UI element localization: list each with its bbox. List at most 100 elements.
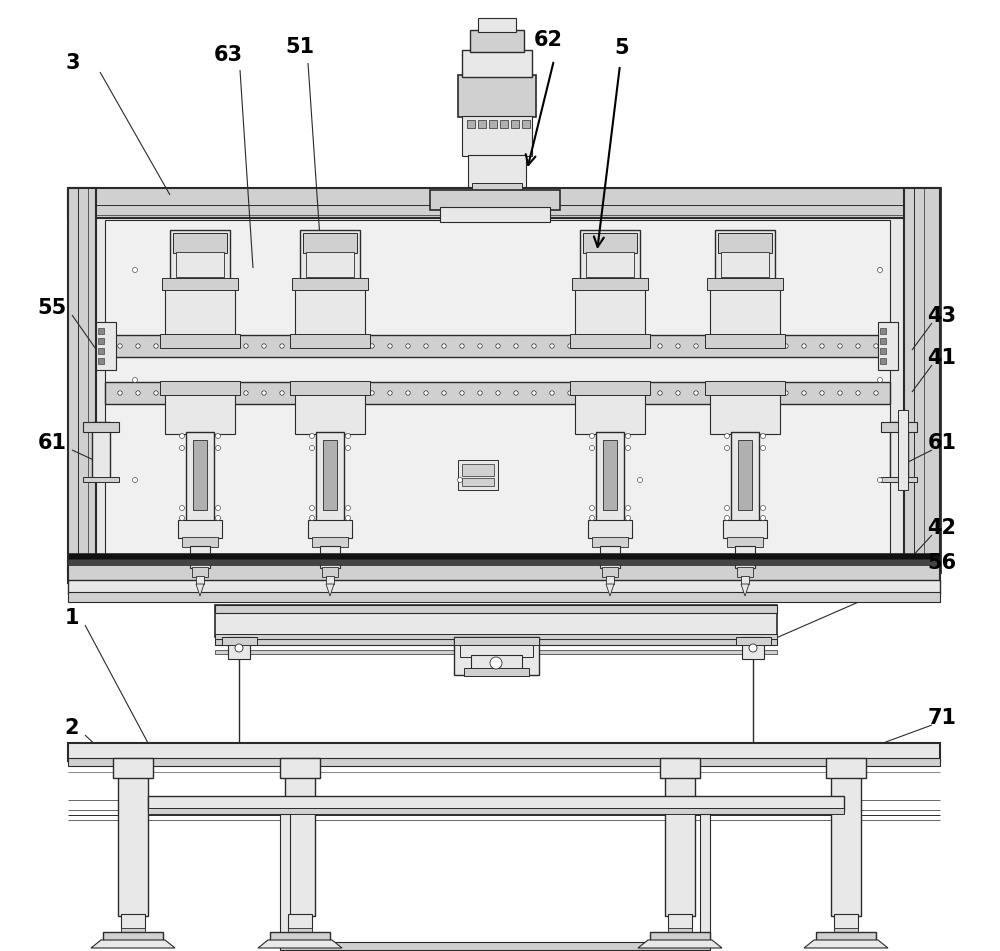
Bar xyxy=(176,252,224,277)
Circle shape xyxy=(766,391,770,396)
Bar xyxy=(596,432,624,522)
Bar xyxy=(222,637,257,645)
Circle shape xyxy=(638,477,642,482)
Polygon shape xyxy=(638,940,722,948)
Bar xyxy=(468,155,526,187)
Circle shape xyxy=(310,515,314,520)
Bar xyxy=(98,358,104,364)
Bar xyxy=(280,942,710,950)
Bar xyxy=(904,188,940,572)
Circle shape xyxy=(626,434,631,438)
Text: 2: 2 xyxy=(65,718,79,738)
Bar xyxy=(575,394,645,434)
Bar xyxy=(165,288,235,336)
Bar xyxy=(312,537,348,547)
Circle shape xyxy=(154,344,158,348)
Circle shape xyxy=(136,344,140,348)
Bar xyxy=(98,328,104,334)
Circle shape xyxy=(761,506,766,511)
Circle shape xyxy=(118,344,122,348)
Bar xyxy=(705,334,785,348)
Bar xyxy=(880,328,886,334)
Circle shape xyxy=(310,434,314,438)
Circle shape xyxy=(216,506,220,511)
Circle shape xyxy=(820,344,824,348)
Circle shape xyxy=(496,344,500,348)
Text: 62: 62 xyxy=(534,30,562,50)
Circle shape xyxy=(490,657,502,669)
Bar xyxy=(160,381,240,395)
Polygon shape xyxy=(91,940,175,948)
Circle shape xyxy=(761,445,766,451)
Circle shape xyxy=(712,391,716,396)
Bar xyxy=(718,233,772,253)
Bar xyxy=(98,338,104,344)
Circle shape xyxy=(590,506,594,511)
Circle shape xyxy=(676,391,680,396)
Bar xyxy=(650,932,710,942)
Circle shape xyxy=(458,477,462,482)
Circle shape xyxy=(424,344,428,348)
Circle shape xyxy=(712,344,716,348)
Circle shape xyxy=(280,344,284,348)
Bar xyxy=(478,120,486,128)
Bar xyxy=(731,432,759,522)
Bar xyxy=(602,567,618,577)
Bar xyxy=(489,120,497,128)
Bar xyxy=(462,116,532,156)
Circle shape xyxy=(172,344,176,348)
Circle shape xyxy=(370,391,374,396)
Bar xyxy=(292,278,368,290)
Bar xyxy=(700,814,710,944)
Circle shape xyxy=(874,344,878,348)
Circle shape xyxy=(802,344,806,348)
Bar xyxy=(707,278,783,290)
Circle shape xyxy=(316,391,320,396)
Circle shape xyxy=(724,434,730,438)
Bar xyxy=(196,576,204,584)
Circle shape xyxy=(235,644,243,652)
Text: 42: 42 xyxy=(928,518,956,538)
Circle shape xyxy=(766,344,770,348)
Circle shape xyxy=(226,344,230,348)
Circle shape xyxy=(172,391,176,396)
Circle shape xyxy=(878,378,883,382)
Bar xyxy=(741,576,749,584)
Bar xyxy=(68,188,940,572)
Text: 71: 71 xyxy=(928,708,956,728)
Bar xyxy=(308,520,352,538)
Bar xyxy=(603,440,617,510)
Circle shape xyxy=(132,267,138,273)
Circle shape xyxy=(724,445,730,451)
Bar xyxy=(831,776,861,916)
Circle shape xyxy=(346,445,351,451)
Bar xyxy=(68,553,940,561)
Bar xyxy=(500,120,508,128)
Text: 41: 41 xyxy=(928,348,956,368)
Circle shape xyxy=(406,344,410,348)
Bar xyxy=(285,776,315,916)
Bar xyxy=(570,381,650,395)
Bar xyxy=(121,928,145,934)
Bar xyxy=(280,814,290,944)
Circle shape xyxy=(748,344,752,348)
Bar xyxy=(98,348,104,354)
Circle shape xyxy=(334,344,338,348)
Bar xyxy=(742,637,764,659)
Polygon shape xyxy=(196,584,204,596)
Bar xyxy=(464,668,529,676)
Polygon shape xyxy=(804,940,888,948)
Circle shape xyxy=(460,344,464,348)
Circle shape xyxy=(749,644,757,652)
Circle shape xyxy=(310,506,314,511)
Bar xyxy=(182,537,218,547)
Bar xyxy=(454,637,539,645)
Circle shape xyxy=(244,344,248,348)
Circle shape xyxy=(532,391,536,396)
Circle shape xyxy=(216,434,220,438)
Circle shape xyxy=(388,344,392,348)
Circle shape xyxy=(346,515,351,520)
Polygon shape xyxy=(258,940,342,948)
Circle shape xyxy=(328,477,332,482)
Bar xyxy=(668,928,692,934)
